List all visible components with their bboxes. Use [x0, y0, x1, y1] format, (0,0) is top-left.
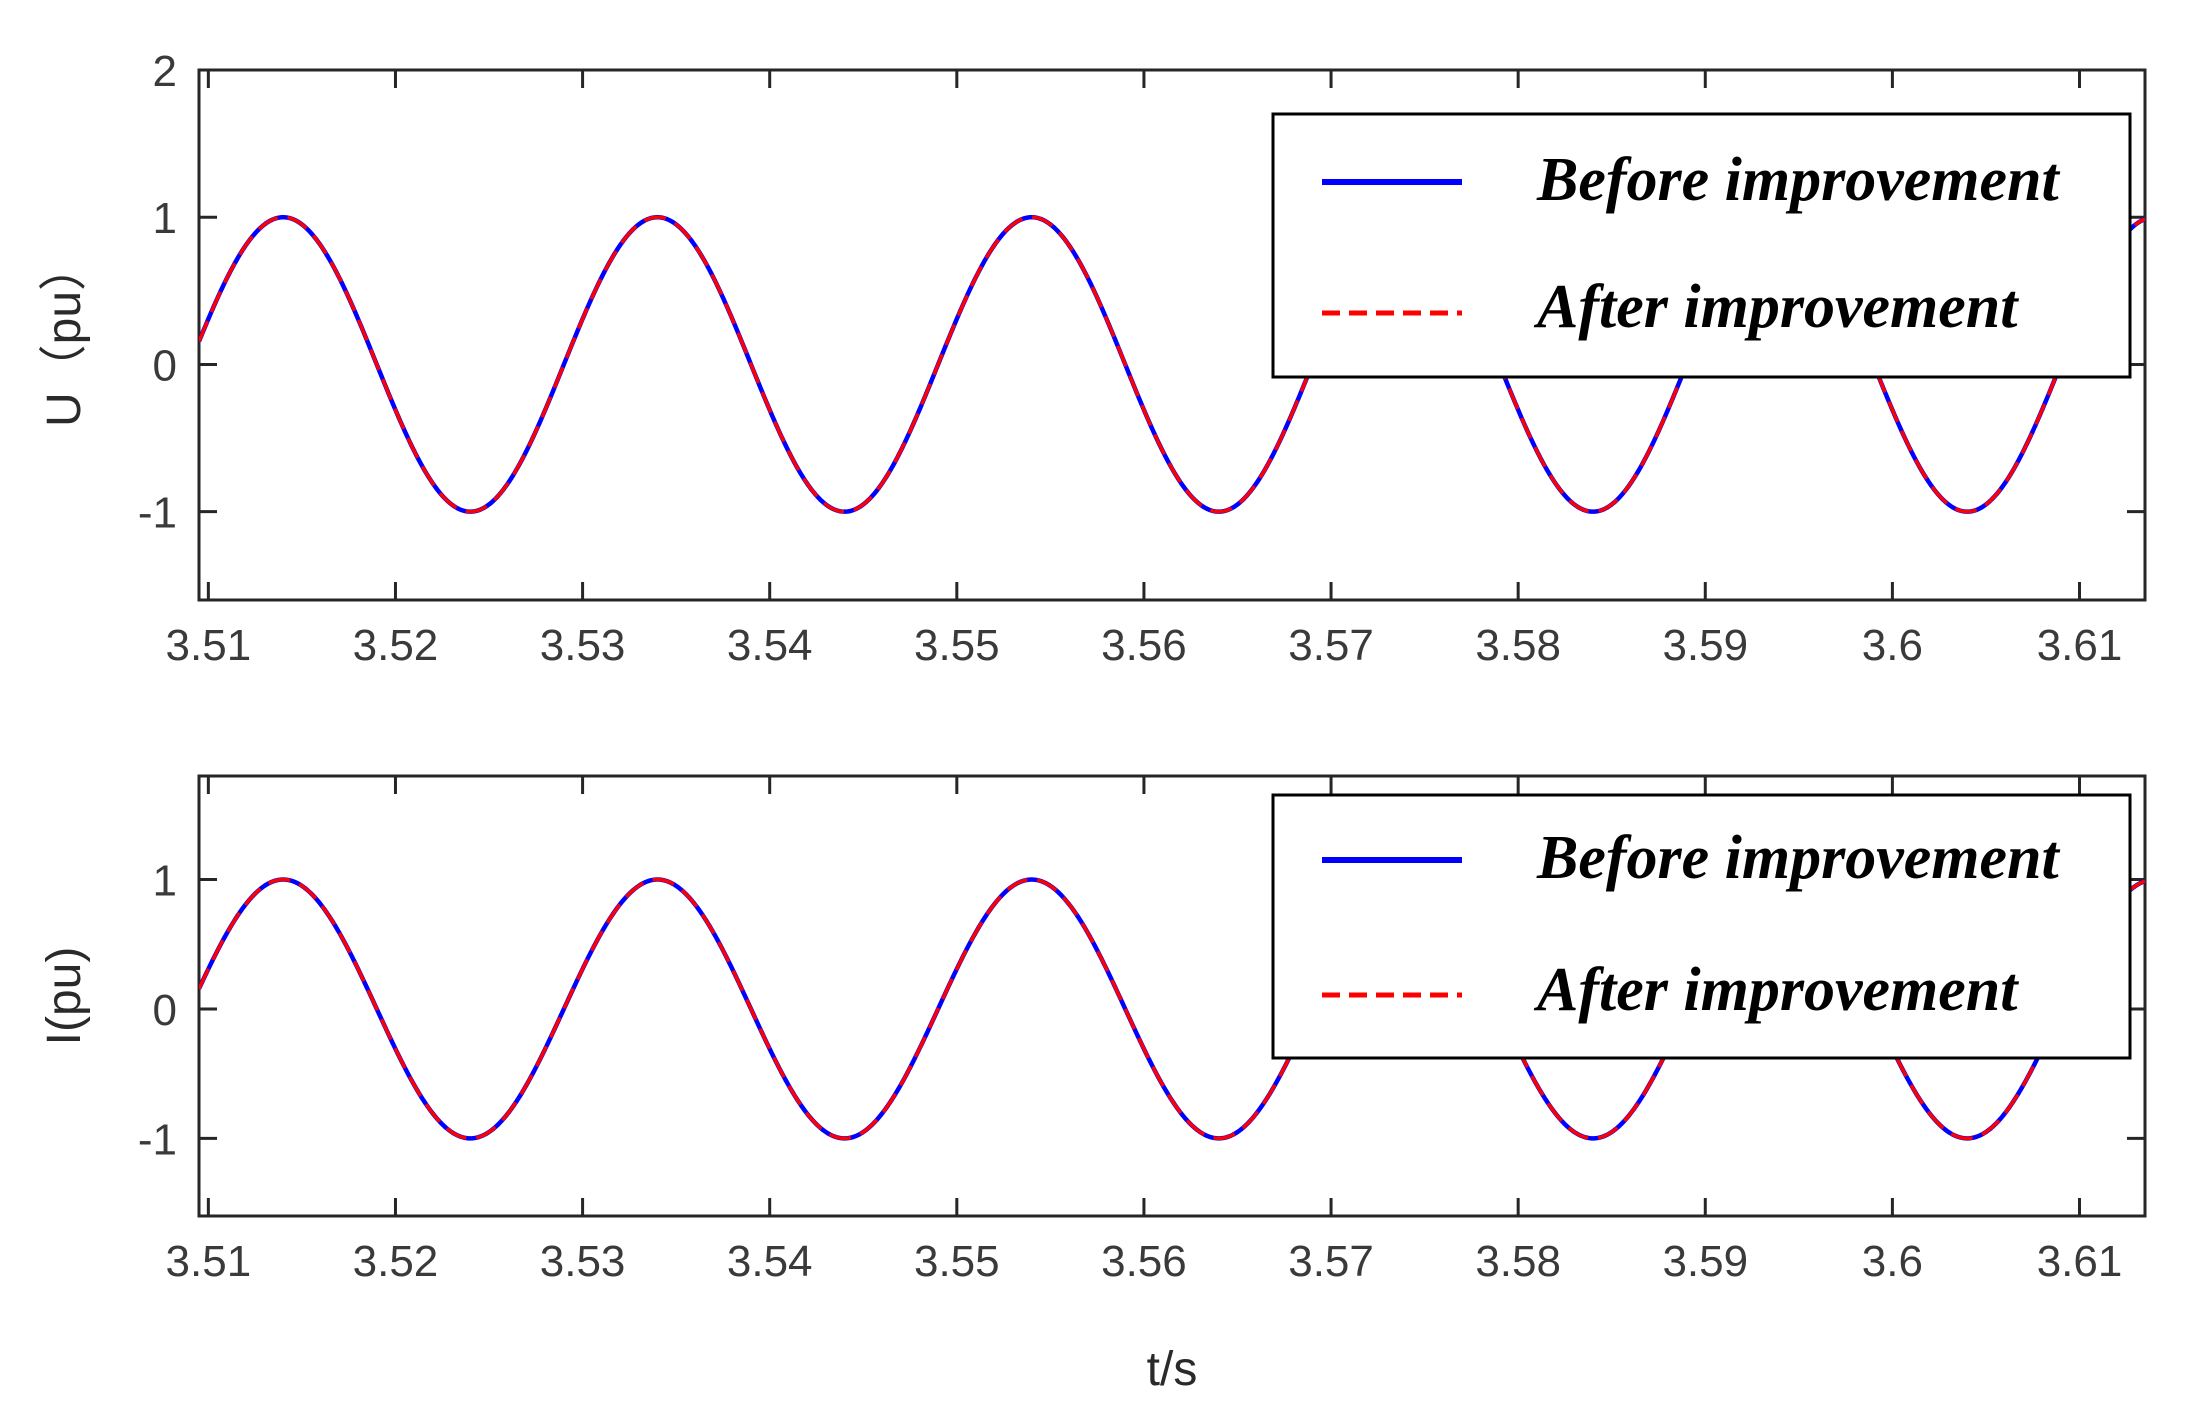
series-line-after-improvement — [199, 877, 2145, 1141]
y-tick-label: 0 — [153, 341, 177, 390]
legend-label-after-improvement: After improvement — [1533, 956, 2019, 1024]
x-tick-label: 3.55 — [914, 621, 1000, 670]
legend-box — [1271, 112, 2132, 379]
x-tick-label: 3.52 — [353, 621, 439, 670]
y-tick-label: 1 — [153, 194, 177, 243]
y-tick-group: 1 0 -1 — [138, 857, 2145, 1164]
series-line-after-improvement — [199, 215, 2145, 514]
x-tick-label: 3.52 — [353, 1237, 439, 1286]
x-tick-group: 3.51 3.52 3.53 3.54 3.55 3.56 3.57 3.58 3.59 3.6 3… — [166, 776, 2123, 1286]
x-tick-label: 3.53 — [540, 1237, 626, 1286]
x-tick-group: 3.51 3.52 3.53 3.54 3.55 3.56 3.57 3.58 3.59 3.6 3… — [166, 70, 2123, 670]
x-tick-label: 3.6 — [1862, 1237, 1923, 1286]
y-axis-label: U（pu） — [38, 243, 91, 427]
y-tick-label: 0 — [153, 986, 177, 1035]
y-axis-label: I(pu) — [38, 947, 91, 1046]
x-tick-label: 3.61 — [2037, 621, 2123, 670]
x-tick-label: 3.6 — [1862, 621, 1923, 670]
x-tick-label: 3.59 — [1662, 621, 1748, 670]
y-tick-label: 2 — [153, 47, 177, 96]
legend-label-after-improvement: After improvement — [1533, 273, 2019, 341]
x-tick-label: 3.59 — [1662, 1237, 1748, 1286]
x-tick-label: 3.54 — [727, 1237, 813, 1286]
legend: Before improvement After improvement — [1271, 112, 2132, 379]
x-tick-label: 3.57 — [1288, 621, 1374, 670]
x-tick-label: 3.61 — [2037, 1237, 2123, 1286]
x-tick-label: 3.56 — [1101, 621, 1187, 670]
y-tick-label: -1 — [138, 489, 177, 538]
y-tick-label: 1 — [153, 857, 177, 906]
x-tick-label: 3.55 — [914, 1237, 1000, 1286]
x-tick-label: 3.58 — [1475, 1237, 1561, 1286]
legend-box — [1271, 793, 2132, 1060]
x-axis-label: t/s — [1147, 1343, 1198, 1396]
x-tick-label: 3.56 — [1101, 1237, 1187, 1286]
x-tick-label: 3.51 — [166, 621, 252, 670]
voltage-chart: 210-1 3.51 3.52 3.53 3.54 3.55 3.56 3.57 3.58 3.… — [38, 47, 2147, 670]
legend: Before improvement After improvement — [1271, 793, 2132, 1060]
x-tick-label: 3.54 — [727, 621, 813, 670]
current-chart: 10-1 3.51 3.52 3.53 3.54 3.55 3.56 3.57 3.58 3.5… — [38, 774, 2147, 1396]
x-tick-label: 3.58 — [1475, 621, 1561, 670]
x-tick-label: 3.51 — [166, 1237, 252, 1286]
legend-label-before-improvement: Before improvement — [1536, 824, 2061, 892]
x-tick-label: 3.53 — [540, 621, 626, 670]
y-tick-group: 2 1 0 -1 — [138, 47, 2145, 538]
y-tick-label: -1 — [138, 1115, 177, 1164]
legend-label-before-improvement: Before improvement — [1536, 146, 2061, 214]
x-tick-label: 3.57 — [1288, 1237, 1374, 1286]
